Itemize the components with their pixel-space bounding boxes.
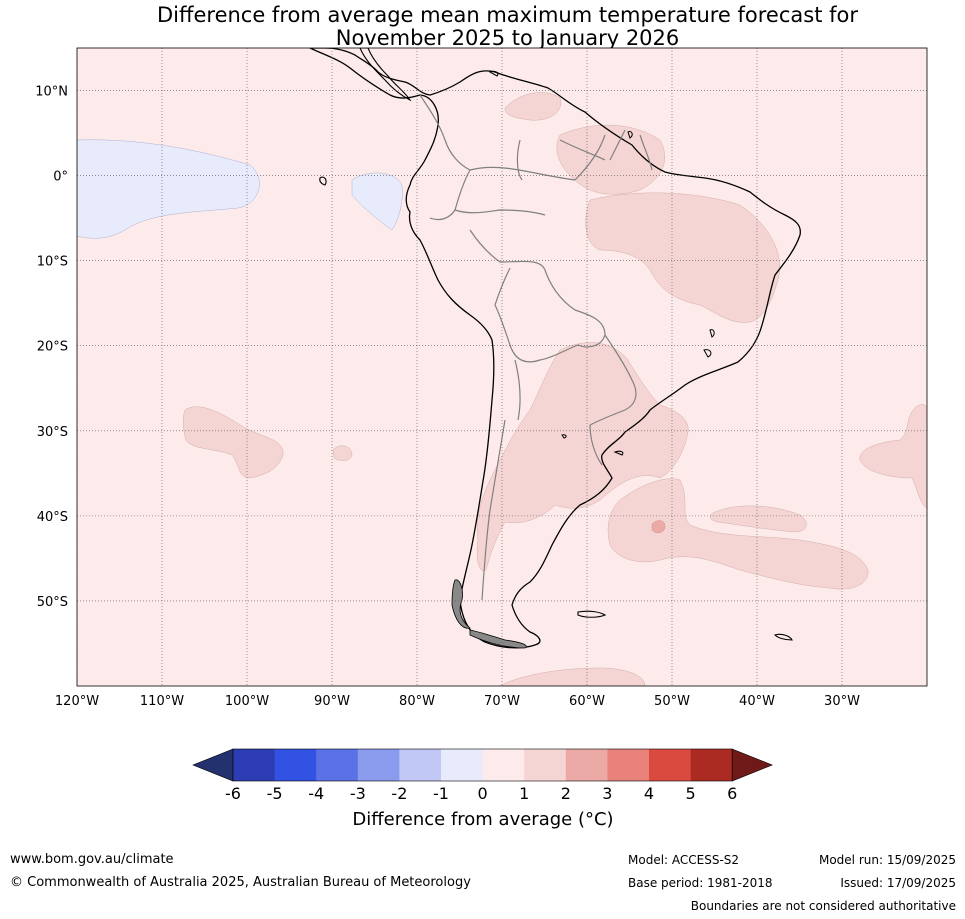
anomaly-region-cool-galapagos (351, 172, 403, 231)
colorbar-tick-label: -1 (433, 784, 449, 803)
colorbar-tick-label: -5 (267, 784, 283, 803)
latitude-label: 50°S (37, 595, 68, 610)
colorbar-segment (690, 749, 733, 781)
colorbar-segment (482, 749, 525, 781)
latitude-label: 30°S (37, 425, 68, 440)
footer-disclaimer: Boundaries are not considered authoritat… (690, 899, 956, 913)
longitude-label: 110°W (140, 694, 184, 709)
latitude-label: 0° (53, 170, 68, 185)
colorbar-segment (316, 749, 359, 781)
colorbar-segment (607, 749, 650, 781)
central-america-coastline (359, 48, 412, 102)
anomaly-region-brazil (585, 192, 780, 323)
longitude-label: 70°W (484, 694, 520, 709)
longitude-label: 30°W (824, 694, 860, 709)
colorbar-tick-label: 0 (478, 784, 488, 803)
colorbar-tick-label: -4 (308, 784, 324, 803)
footer-base-period: Base period: 1981-2018 (628, 876, 773, 890)
colorbar-extend-low (192, 748, 234, 782)
colorbar-tick-label: 6 (727, 784, 737, 803)
footer-copyright: © Commonwealth of Australia 2025, Austra… (10, 875, 471, 890)
map-title: Difference from average mean maximum tem… (0, 4, 965, 50)
footer-model: Model: ACCESS-S2 (628, 853, 740, 867)
anomaly-region-atlantic-band (709, 505, 807, 533)
colorbar-tick-label: 5 (686, 784, 696, 803)
anomaly-region-small-pacific (332, 445, 353, 461)
colorbar-tick-label: 3 (602, 784, 612, 803)
latitude-label: 10°S (37, 255, 68, 270)
latitude-label: 10°N (35, 85, 68, 100)
colorbar-tick-label: -3 (350, 784, 366, 803)
anomaly-region-warm-spot (651, 520, 666, 533)
anomaly-region-east-pacific (183, 406, 284, 479)
colorbar-segment (565, 749, 608, 781)
patagonia-islands (451, 579, 527, 649)
colorbar-outline (232, 748, 733, 782)
longitude-label: 50°W (654, 694, 690, 709)
latitude-label: 20°S (37, 340, 68, 355)
colorbar-segment (399, 749, 442, 781)
longitude-label: 120°W (55, 694, 99, 709)
colorbar-tick-label: 4 (644, 784, 654, 803)
anomaly-region-cool-pacific (77, 139, 260, 239)
country-borders (419, 94, 653, 601)
colorbar-segment (233, 749, 276, 781)
colorbar-segment (524, 749, 567, 781)
colorbar-tick-label: -6 (225, 784, 241, 803)
colorbar-extend-high (731, 748, 774, 782)
colorbar-title: Difference from average (°C) (352, 809, 614, 830)
longitude-label: 60°W (569, 694, 605, 709)
latitude-labels: 10°N 0° 10°S 20°S 30°S 40°S 50°S (35, 85, 68, 610)
title-line-2: November 2025 to January 2026 (335, 26, 680, 50)
colorbar-tick-label: 1 (519, 784, 529, 803)
colorbar-tick-labels: -6 -5 -4 -3 -2 -1 0 1 2 3 4 5 6 (225, 784, 737, 803)
footer-model-run: Model run: 15/09/2025 (818, 853, 956, 867)
anomaly-region-southern-ocean (499, 667, 646, 686)
map-frame (76, 47, 928, 687)
colorbar-segment (274, 749, 317, 781)
colorbar-segment (357, 749, 400, 781)
anomaly-region-northern-sa (504, 92, 562, 121)
footer-website: www.bom.gov.au/climate (10, 852, 174, 867)
longitude-labels: 120°W 110°W 100°W 90°W 80°W 70°W 60°W 50°W 40°W 3… (55, 694, 860, 709)
colorbar-tick-label: 2 (561, 784, 571, 803)
lakes (561, 131, 715, 439)
map-plot-area (77, 48, 927, 686)
graticule (77, 48, 927, 686)
colorbar-tick-label: -2 (391, 784, 407, 803)
longitude-label: 80°W (399, 694, 435, 709)
colorbar-segment (441, 749, 484, 781)
south-america-coastline (309, 48, 801, 649)
anomaly-region-south-atlantic (607, 478, 869, 590)
colorbar (192, 748, 774, 782)
longitude-label: 100°W (225, 694, 269, 709)
title-line-1: Difference from average mean maximum tem… (157, 3, 858, 27)
longitude-label: 90°W (314, 694, 350, 709)
islands (319, 70, 793, 641)
longitude-label: 40°W (739, 694, 775, 709)
latitude-label: 40°S (37, 510, 68, 525)
footer-issued: Issued: 17/09/2025 (840, 876, 956, 890)
colorbar-segment (649, 749, 692, 781)
